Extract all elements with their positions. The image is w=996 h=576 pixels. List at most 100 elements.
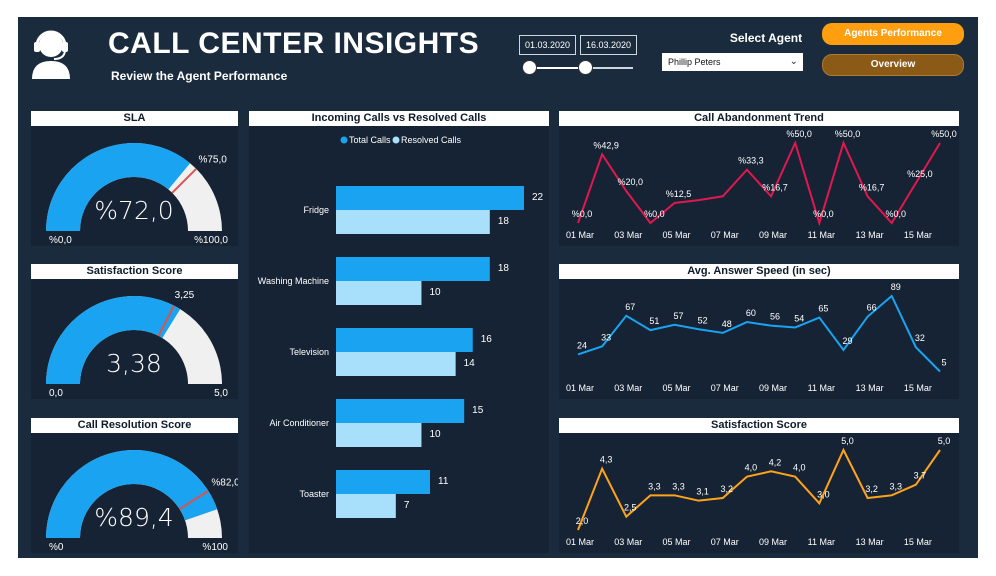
x-tick-label: 03 Mar bbox=[614, 537, 642, 547]
sla-panel: SLA %75,0 %72,0 %0,0 %100,0 bbox=[31, 111, 238, 246]
gauge-value-label: %89,4 bbox=[94, 503, 173, 532]
category-label: Television bbox=[289, 347, 329, 357]
x-tick-label: 07 Mar bbox=[711, 230, 739, 240]
x-tick-label: 01 Mar bbox=[566, 537, 594, 547]
gauge-value-label: 3,38 bbox=[106, 349, 162, 378]
satisfaction-trend-chart: 2,0 4,3 2,5 3,3 3,3 3,1 3,2 4,0 4,2 4,0 3,0 5,0 3,2 3… bbox=[566, 436, 950, 547]
panel-title: Call Abandonment Trend bbox=[559, 111, 959, 126]
x-tick-label: 15 Mar bbox=[904, 383, 932, 393]
data-label: 3,0 bbox=[817, 489, 830, 499]
data-label: 51 bbox=[649, 316, 659, 326]
legend-marker bbox=[340, 136, 348, 144]
x-tick-label: 13 Mar bbox=[856, 537, 884, 547]
gauge-min-label: %0,0 bbox=[49, 235, 72, 246]
data-label: 5 bbox=[941, 358, 946, 368]
start-date-input[interactable]: 01.03.2020 bbox=[519, 35, 576, 55]
gauge-value-arc bbox=[46, 296, 181, 384]
gauge-value-label: %72,0 bbox=[94, 196, 173, 225]
gauge-value-arc bbox=[46, 449, 218, 538]
resolution-panel: Call Resolution Score %82,0 %89,4 %0 %100 bbox=[31, 418, 238, 553]
data-label: %42,9 bbox=[593, 140, 619, 150]
data-label: 52 bbox=[698, 315, 708, 325]
x-tick-label: 01 Mar bbox=[566, 230, 594, 240]
x-tick-label: 03 Mar bbox=[614, 230, 642, 240]
bar-value-label: 10 bbox=[429, 429, 441, 440]
data-label: 33 bbox=[601, 332, 611, 342]
resolution-gauge: %82,0 %89,4 %0 %100 bbox=[46, 449, 238, 553]
x-tick-label: 13 Mar bbox=[856, 230, 884, 240]
data-label: 60 bbox=[746, 308, 756, 318]
data-label: 3,7 bbox=[914, 471, 927, 481]
date-slider-end-handle[interactable] bbox=[578, 60, 593, 75]
data-label: %20,0 bbox=[618, 177, 644, 187]
bar-value-label: 18 bbox=[498, 216, 510, 227]
bar-value-label: 10 bbox=[429, 287, 441, 298]
sla-gauge: %75,0 %72,0 %0,0 %100,0 bbox=[46, 143, 228, 246]
data-label: 24 bbox=[577, 340, 587, 350]
agents-performance-button[interactable]: Agents Performance bbox=[822, 23, 964, 45]
incoming-vs-resolved-panel: Incoming Calls vs Resolved Calls Total C… bbox=[249, 111, 549, 553]
data-label: 57 bbox=[674, 311, 684, 321]
bar bbox=[336, 281, 422, 305]
gauge-max-label: %100 bbox=[202, 542, 228, 553]
panel-title: Call Resolution Score bbox=[31, 418, 238, 433]
legend-label: Total Calls bbox=[349, 135, 391, 145]
data-label: %50,0 bbox=[931, 129, 957, 139]
gauge-value-arc bbox=[46, 143, 191, 231]
bar-value-label: 22 bbox=[532, 192, 544, 203]
dashboard: CALL CENTER INSIGHTS Review the Agent Pe… bbox=[18, 17, 978, 558]
data-label: 32 bbox=[915, 333, 925, 343]
bar bbox=[336, 186, 524, 210]
gauge-target-label: 3,25 bbox=[175, 290, 195, 301]
data-label: 48 bbox=[722, 319, 732, 329]
x-tick-label: 05 Mar bbox=[663, 383, 691, 393]
panel-title: Avg. Answer Speed (in sec) bbox=[559, 264, 959, 279]
x-tick-label: 07 Mar bbox=[711, 383, 739, 393]
agent-select-label: Select Agent bbox=[729, 31, 803, 45]
data-label: 89 bbox=[891, 282, 901, 292]
panel-title: Satisfaction Score bbox=[559, 418, 959, 433]
date-slider-start-handle[interactable] bbox=[522, 60, 537, 75]
satisfaction-trend-panel: Satisfaction Score 2,0 4,3 2,5 3,3 3,3 3,1 3,2… bbox=[559, 418, 959, 553]
bar bbox=[336, 470, 430, 494]
data-label: %50,0 bbox=[835, 129, 861, 139]
end-date-input[interactable]: 16.03.2020 bbox=[580, 35, 637, 55]
x-tick-label: 03 Mar bbox=[614, 383, 642, 393]
category-label: Toaster bbox=[299, 489, 329, 499]
bar-value-label: 11 bbox=[438, 476, 449, 487]
data-label: 4,3 bbox=[600, 455, 613, 465]
data-label: 3,3 bbox=[648, 481, 661, 491]
data-label: 66 bbox=[867, 303, 877, 313]
series-line bbox=[577, 447, 941, 531]
bar-value-label: 15 bbox=[472, 405, 484, 416]
data-label: 3,1 bbox=[696, 487, 709, 497]
bar-value-label: 14 bbox=[464, 358, 476, 369]
x-tick-label: 11 Mar bbox=[808, 537, 835, 547]
date-slider-range bbox=[527, 67, 589, 69]
category-label: Washing Machine bbox=[258, 276, 329, 286]
agent-select[interactable]: Phillip Peters ⌄ bbox=[662, 53, 803, 71]
panel-title: Satisfaction Score bbox=[31, 264, 238, 279]
data-label: %0,0 bbox=[644, 209, 665, 219]
gauge-min-label: %0 bbox=[49, 542, 64, 553]
answer-speed-chart: 24 33 67 51 57 52 48 60 56 54 65 29 66 89 32 5 01 Mar 03 … bbox=[566, 282, 947, 393]
agent-select-value: Phillip Peters bbox=[668, 57, 721, 67]
bar bbox=[336, 399, 465, 423]
bar bbox=[336, 210, 490, 234]
x-tick-label: 05 Mar bbox=[663, 537, 691, 547]
x-tick-label: 09 Mar bbox=[759, 230, 787, 240]
data-label: 2,0 bbox=[576, 516, 589, 526]
gauge-target-label: %82,0 bbox=[211, 478, 238, 489]
x-tick-label: 11 Mar bbox=[808, 230, 835, 240]
data-label: 65 bbox=[818, 304, 828, 314]
satisfaction-panel: Satisfaction Score 3,25 3,38 0,0 5,0 bbox=[31, 264, 238, 399]
incoming-vs-resolved-chart: Total Calls Resolved Calls Fridge 22 18 Washi… bbox=[258, 135, 544, 518]
headset-agent-icon bbox=[32, 30, 70, 79]
data-label: %12,5 bbox=[666, 189, 692, 199]
overview-button[interactable]: Overview bbox=[822, 54, 964, 76]
legend-label: Resolved Calls bbox=[401, 135, 462, 145]
gauge-max-label: 5,0 bbox=[214, 388, 228, 399]
x-tick-label: 01 Mar bbox=[566, 383, 594, 393]
x-tick-label: 05 Mar bbox=[663, 230, 691, 240]
data-label: %33,3 bbox=[738, 156, 764, 166]
